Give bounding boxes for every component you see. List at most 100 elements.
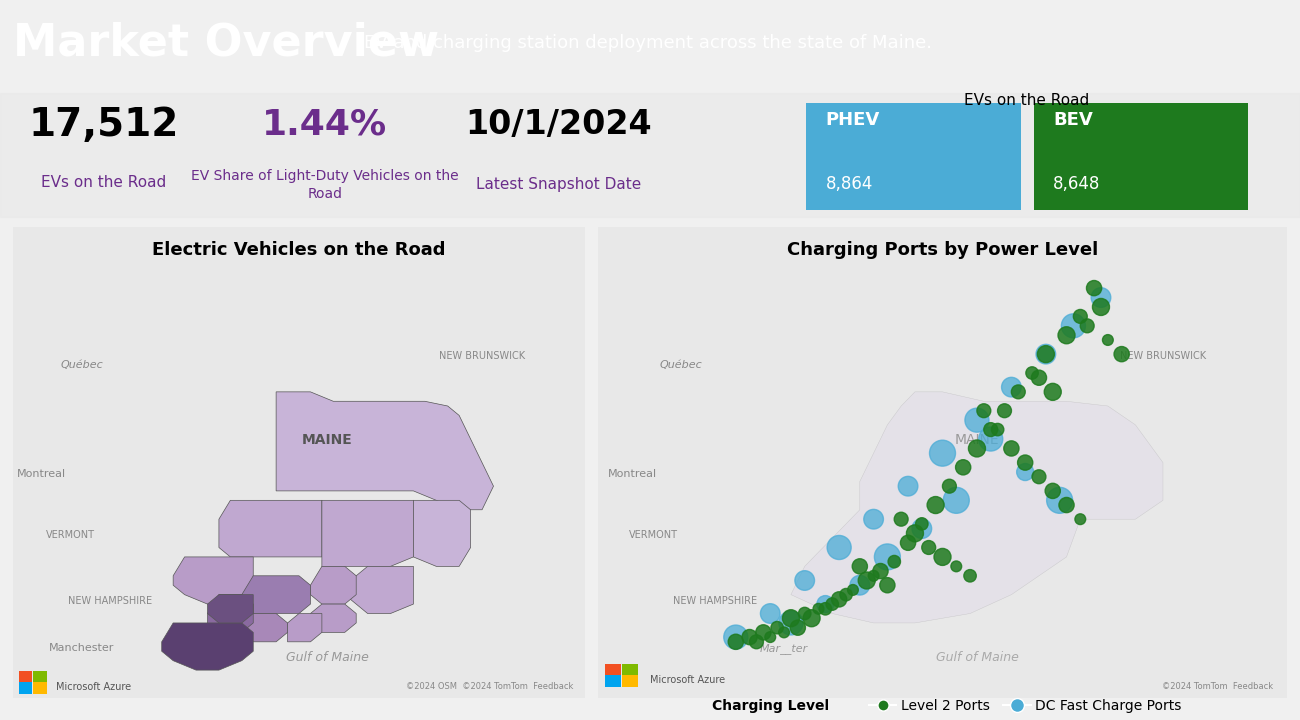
Point	[967, 415, 988, 426]
Text: EVs on the Road: EVs on the Road	[965, 94, 1089, 108]
Point	[1028, 471, 1049, 482]
Text: ©2024 TomTom  Feedback: ©2024 TomTom Feedback	[1162, 682, 1273, 691]
Point	[911, 523, 932, 534]
Point	[1091, 301, 1112, 312]
Text: NEW HAMPSHIRE: NEW HAMPSHIRE	[68, 596, 152, 606]
Point	[1076, 320, 1097, 332]
Polygon shape	[287, 613, 322, 642]
Point	[897, 537, 918, 549]
Text: Charging Ports by Power Level: Charging Ports by Power Level	[786, 241, 1098, 259]
Point	[780, 613, 801, 624]
Point	[1015, 456, 1036, 468]
Text: 17,512: 17,512	[29, 106, 179, 144]
Point	[1022, 367, 1043, 379]
Text: EVs on the Road: EVs on the Road	[42, 175, 166, 189]
Polygon shape	[311, 604, 356, 632]
Polygon shape	[242, 613, 287, 642]
Point	[974, 405, 995, 416]
Text: NEW HAMPSHIRE: NEW HAMPSHIRE	[673, 596, 757, 606]
Point	[878, 552, 898, 563]
Point	[849, 561, 870, 572]
Text: Québec: Québec	[659, 360, 702, 370]
Point	[1008, 386, 1028, 397]
FancyBboxPatch shape	[32, 683, 47, 693]
Point	[725, 636, 746, 647]
FancyBboxPatch shape	[623, 675, 638, 687]
Point	[932, 552, 953, 563]
FancyBboxPatch shape	[18, 683, 32, 693]
Text: Market Overview: Market Overview	[13, 22, 439, 65]
Polygon shape	[242, 576, 311, 613]
Polygon shape	[276, 392, 494, 510]
Point	[815, 603, 836, 615]
Point	[926, 499, 946, 510]
Point	[946, 561, 967, 572]
Point	[1056, 499, 1076, 510]
Point	[1043, 485, 1063, 497]
Point	[863, 570, 884, 582]
Text: NEW BRUNSWICK: NEW BRUNSWICK	[1119, 351, 1206, 361]
Text: 8,648: 8,648	[1053, 175, 1100, 193]
Text: Gulf of Maine: Gulf of Maine	[286, 651, 369, 664]
Point	[788, 622, 809, 634]
Text: 1.44%: 1.44%	[263, 108, 387, 142]
Text: NEW BRUNSWICK: NEW BRUNSWICK	[439, 351, 525, 361]
Text: ©2024 OSM  ©2024 TomTom  Feedback: ©2024 OSM ©2024 TomTom Feedback	[406, 682, 573, 691]
Polygon shape	[218, 500, 322, 557]
Point	[932, 447, 953, 459]
Polygon shape	[413, 500, 471, 567]
Point	[1001, 443, 1022, 454]
Point	[857, 575, 878, 586]
FancyBboxPatch shape	[18, 671, 32, 682]
Point	[1028, 372, 1049, 384]
Text: 10/1/2024: 10/1/2024	[465, 108, 653, 141]
Point	[794, 575, 815, 586]
Point	[959, 570, 980, 582]
Point	[1035, 348, 1056, 360]
Point	[1035, 348, 1056, 360]
Point	[842, 584, 863, 595]
Point	[980, 424, 1001, 436]
Point	[1070, 310, 1091, 322]
Point	[1043, 386, 1063, 397]
Point	[905, 528, 926, 539]
Point	[891, 513, 911, 525]
Point	[967, 443, 988, 454]
Point	[911, 518, 932, 530]
Text: Montreal: Montreal	[17, 469, 66, 479]
Point	[829, 593, 850, 605]
Text: Québec: Québec	[60, 360, 103, 370]
Text: MAINE: MAINE	[954, 433, 1000, 446]
Text: PHEV: PHEV	[826, 111, 880, 129]
Point	[1070, 513, 1091, 525]
Point	[994, 405, 1015, 416]
Polygon shape	[790, 392, 1164, 623]
Text: Latest Snapshot Date: Latest Snapshot Date	[476, 177, 642, 192]
Point	[849, 580, 870, 591]
FancyBboxPatch shape	[1034, 103, 1248, 210]
Text: Manchester: Manchester	[49, 643, 114, 653]
Point	[822, 598, 842, 610]
Point	[767, 622, 788, 634]
Point	[746, 636, 767, 647]
Point	[878, 580, 898, 591]
Text: EV and charging station deployment across the state of Maine.: EV and charging station deployment acros…	[364, 34, 932, 53]
Text: 8,864: 8,864	[826, 175, 872, 193]
Point	[794, 608, 815, 619]
Text: Microsoft Azure: Microsoft Azure	[56, 682, 131, 692]
Point	[740, 631, 760, 643]
Point	[753, 626, 774, 638]
Point	[836, 589, 857, 600]
Text: Electric Vehicles on the Road: Electric Vehicles on the Road	[152, 241, 446, 259]
Point	[1063, 320, 1084, 332]
Point	[780, 617, 801, 629]
Point	[1056, 330, 1076, 341]
Point	[829, 541, 850, 553]
Point	[980, 433, 1001, 445]
Text: BEV: BEV	[1053, 111, 1093, 129]
FancyBboxPatch shape	[13, 227, 585, 698]
Point	[759, 631, 780, 643]
Polygon shape	[311, 567, 356, 604]
Point	[897, 480, 918, 492]
Point	[1097, 334, 1118, 346]
